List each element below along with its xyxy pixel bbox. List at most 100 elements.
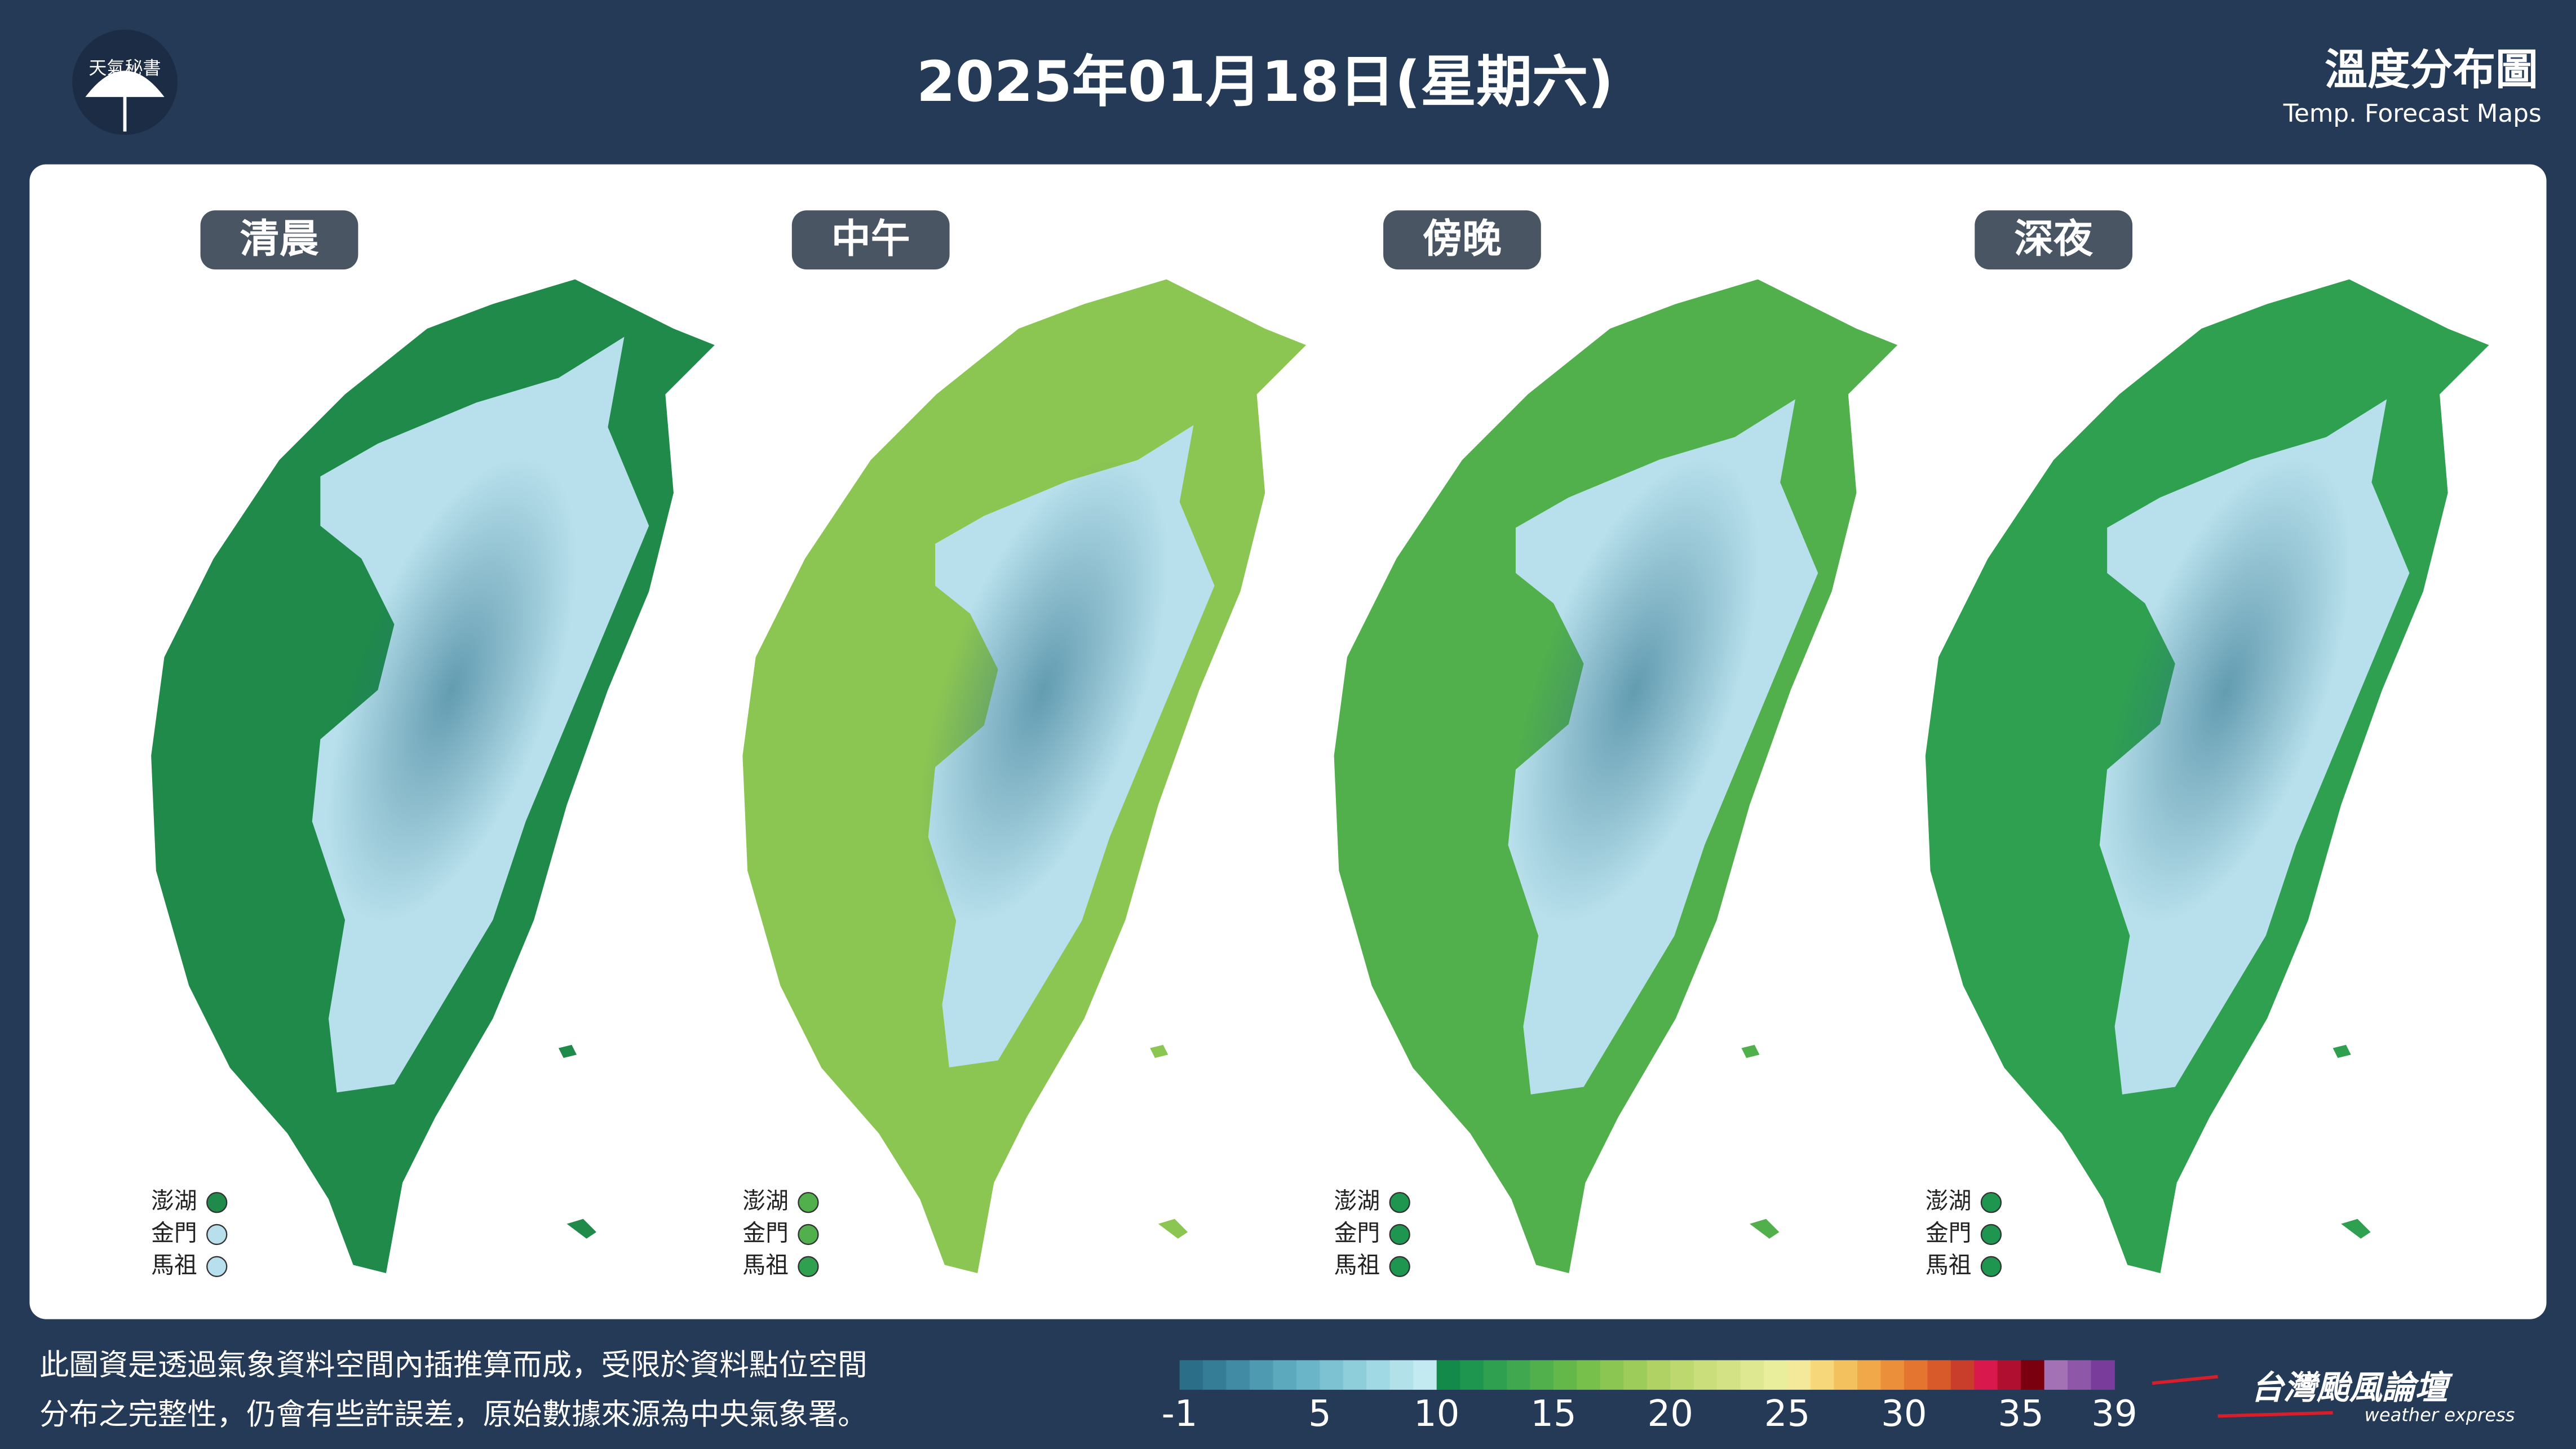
colorbar-bin — [1880, 1360, 1905, 1390]
island-dot — [206, 1224, 228, 1246]
colorbar-bin — [1974, 1360, 1998, 1390]
colorbar-tick-label: 39 — [2091, 1393, 2137, 1435]
colorbar-bin — [1507, 1360, 1531, 1390]
colorbar-bin — [1296, 1360, 1321, 1390]
colorbar-tick-label: 5 — [1308, 1393, 1331, 1435]
colorbar-bin — [1460, 1360, 1484, 1390]
right-title: 溫度分布圖 — [2325, 45, 2538, 94]
island-label: 澎湖 — [742, 1187, 789, 1215]
colorbar-bin — [1927, 1360, 1951, 1390]
colorbar-bin — [1413, 1360, 1437, 1390]
period-label: 深夜 — [2014, 216, 2093, 262]
colorbar-bin — [1997, 1360, 2022, 1390]
colorbar-bin — [1717, 1360, 1741, 1390]
colorbar-tick-label: 30 — [1881, 1393, 1927, 1435]
cold-shade — [1509, 456, 1760, 924]
islet — [1150, 1044, 1169, 1058]
colorbar-bin — [1483, 1360, 1507, 1390]
colorbar-bin — [1273, 1360, 1297, 1390]
brand-sub: weather express — [2365, 1404, 2515, 1426]
colorbar-bin — [1577, 1360, 1601, 1390]
colorbar-bin — [1320, 1360, 1344, 1390]
logo-icon — [85, 70, 165, 132]
islet — [2332, 1044, 2351, 1058]
colorbar-bin — [1436, 1360, 1461, 1390]
islet — [1158, 1218, 1188, 1239]
period-label: 中午 — [831, 216, 910, 262]
period-label: 傍晚 — [1423, 216, 1502, 262]
colorbar-bin — [1740, 1360, 1764, 1390]
colorbar-bin — [2044, 1360, 2068, 1390]
colorbar-bin — [1530, 1360, 1554, 1390]
colorbar-bin — [1904, 1360, 1928, 1390]
colorbar-bin — [1623, 1360, 1648, 1390]
label-pill — [200, 210, 358, 270]
colorbar-tick-label: 25 — [1764, 1393, 1811, 1435]
brand: 台灣颱風論壇 — [2251, 1368, 2453, 1407]
cold-shade — [326, 456, 577, 924]
island-dot — [798, 1224, 819, 1246]
colorbar-bin — [1553, 1360, 1578, 1390]
cold-shade — [2101, 456, 2352, 924]
label-pill — [791, 210, 950, 270]
island-dot — [1389, 1256, 1410, 1277]
islet — [1749, 1218, 1780, 1239]
island-label: 金門 — [151, 1219, 197, 1246]
island-label: 澎湖 — [151, 1187, 197, 1215]
colorbar-bin — [1857, 1360, 1882, 1390]
colorbar-bin — [1250, 1360, 1274, 1390]
note-line: 此圖資是透過氣象資料空間內插推算而成，受限於資料點位空間 — [39, 1348, 867, 1382]
colorbar-bin — [1600, 1360, 1625, 1390]
island-label: 金門 — [742, 1219, 789, 1246]
island-label: 澎湖 — [1926, 1187, 1972, 1215]
island-dot — [1980, 1191, 2002, 1213]
colorbar-bin — [1950, 1360, 1975, 1390]
island-dot — [1980, 1224, 2002, 1246]
colorbar-bin — [1787, 1360, 1811, 1390]
island-label: 澎湖 — [1334, 1187, 1380, 1215]
brand-line — [2152, 1375, 2218, 1385]
island-dot — [206, 1256, 228, 1277]
brand-line — [2218, 1411, 2333, 1418]
colorbar-bin — [1203, 1360, 1227, 1390]
colorbar-bin — [1226, 1360, 1250, 1390]
right-subtitle: Temp. Forecast Maps — [2283, 99, 2542, 128]
colorbar-bin — [1811, 1360, 1835, 1390]
island-label: 馬祖 — [742, 1251, 789, 1278]
colorbar-tick-label: 35 — [1998, 1393, 2044, 1435]
label-pill — [1975, 210, 2133, 270]
label-pill — [1383, 210, 1541, 270]
cold-shade — [918, 456, 1169, 924]
colorbar-bin — [1366, 1360, 1391, 1390]
island-dot — [1389, 1191, 1410, 1213]
colorbar-bin — [1834, 1360, 1858, 1390]
island-dot — [1980, 1256, 2002, 1277]
colorbar-tick-label: 20 — [1647, 1393, 1693, 1435]
colorbar-bin — [1693, 1360, 1718, 1390]
period-label: 清晨 — [240, 216, 319, 262]
colorbar-bin — [1343, 1360, 1367, 1390]
colorbar-bin — [1646, 1360, 1671, 1390]
island-dot — [798, 1256, 819, 1277]
logo-text: 天氣秘書 — [88, 57, 161, 79]
island-label: 金門 — [1926, 1219, 1972, 1246]
title: 2025年01月18日(星期六) — [917, 50, 1614, 114]
islet — [1741, 1044, 1760, 1058]
colorbar-bin — [2068, 1360, 2092, 1390]
island-dot — [1389, 1224, 1410, 1246]
island-label: 馬祖 — [151, 1251, 197, 1278]
note-line: 分布之完整性，仍會有些許誤差，原始數據來源為中央氣象署。 — [39, 1397, 867, 1432]
island-dot — [798, 1191, 819, 1213]
colorbar-bin — [1179, 1360, 1203, 1390]
colorbar-tick-label: -1 — [1162, 1393, 1198, 1435]
colorbar-bin — [2021, 1360, 2045, 1390]
colorbar-bin — [1389, 1360, 1414, 1390]
island-dot — [206, 1191, 228, 1213]
colorbar-bin — [1670, 1360, 1694, 1390]
colorbar-bin — [2091, 1360, 2115, 1390]
